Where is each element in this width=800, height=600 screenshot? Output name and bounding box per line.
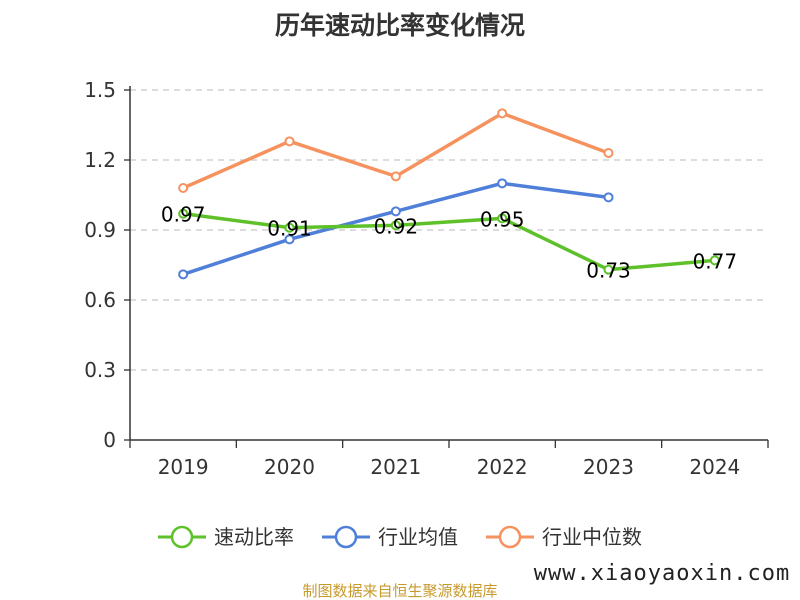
data-point [603, 264, 614, 275]
data-point [603, 192, 614, 203]
x-tick-label: 2022 [477, 455, 528, 479]
grid [130, 89, 768, 371]
data-labels: 0.97 0.91 0.92 0.95 0.73 0.77 [161, 203, 737, 283]
y-tick-label: 0.3 [84, 358, 116, 382]
legend-item: 行业均值 [322, 525, 458, 549]
data-point [178, 183, 189, 193]
data-point [709, 255, 720, 266]
data-point [284, 222, 295, 233]
x-tick-label: 2021 [370, 455, 421, 479]
y-tick-label: 1.5 [84, 78, 116, 102]
data-label: 0.97 [161, 203, 206, 227]
data-point [284, 136, 295, 147]
legend-label: 行业中位数 [542, 525, 642, 549]
series-0 [178, 208, 720, 275]
y-tick-label: 0.9 [84, 218, 116, 242]
footer-source: 制图数据来自恒生聚源数据库 [302, 582, 497, 600]
y-tick-label: 0 [103, 428, 116, 452]
x-tick-label: 2024 [689, 455, 740, 479]
watermark: www.xiaoyaoxin.com [534, 561, 790, 586]
legend-marker [498, 525, 522, 549]
series-2 [178, 108, 614, 193]
series-1 [178, 178, 614, 280]
data-point [603, 148, 614, 158]
data-point [390, 171, 401, 182]
data-label: 0.73 [586, 259, 631, 283]
data-point [497, 213, 508, 224]
data-point [497, 108, 508, 119]
data-point [497, 178, 508, 189]
data-point [178, 208, 189, 219]
legend-marker [170, 525, 194, 549]
data-point [284, 234, 295, 245]
y-tick-label: 1.2 [84, 148, 116, 172]
legend-item: 速动比率 [158, 525, 294, 549]
legend-label: 速动比率 [214, 525, 294, 549]
axes: 0 0.3 0.6 0.9 1.2 1.5 2019 2020 2021 2022 2023 2024 [84, 78, 769, 479]
x-tick-label: 2019 [158, 455, 209, 479]
data-label: 0.91 [267, 217, 312, 241]
x-tick-label: 2023 [583, 455, 634, 479]
data-label: 0.77 [693, 249, 738, 273]
legend-item: 行业中位数 [486, 525, 642, 549]
data-label: 0.92 [374, 214, 419, 238]
series-layer [178, 108, 720, 280]
data-point [390, 206, 401, 217]
legend: 速动比率 行业均值 行业中位数 [158, 525, 642, 549]
x-tick-label: 2020 [264, 455, 315, 479]
legend-marker [334, 525, 358, 549]
data-point [390, 220, 401, 231]
data-label: 0.95 [480, 207, 525, 231]
y-tick-label: 0.6 [84, 288, 116, 312]
series-line [181, 211, 717, 272]
data-point [178, 269, 189, 280]
chart-title: 历年速动比率变化情况 [275, 11, 525, 40]
legend-label: 行业均值 [378, 525, 458, 549]
